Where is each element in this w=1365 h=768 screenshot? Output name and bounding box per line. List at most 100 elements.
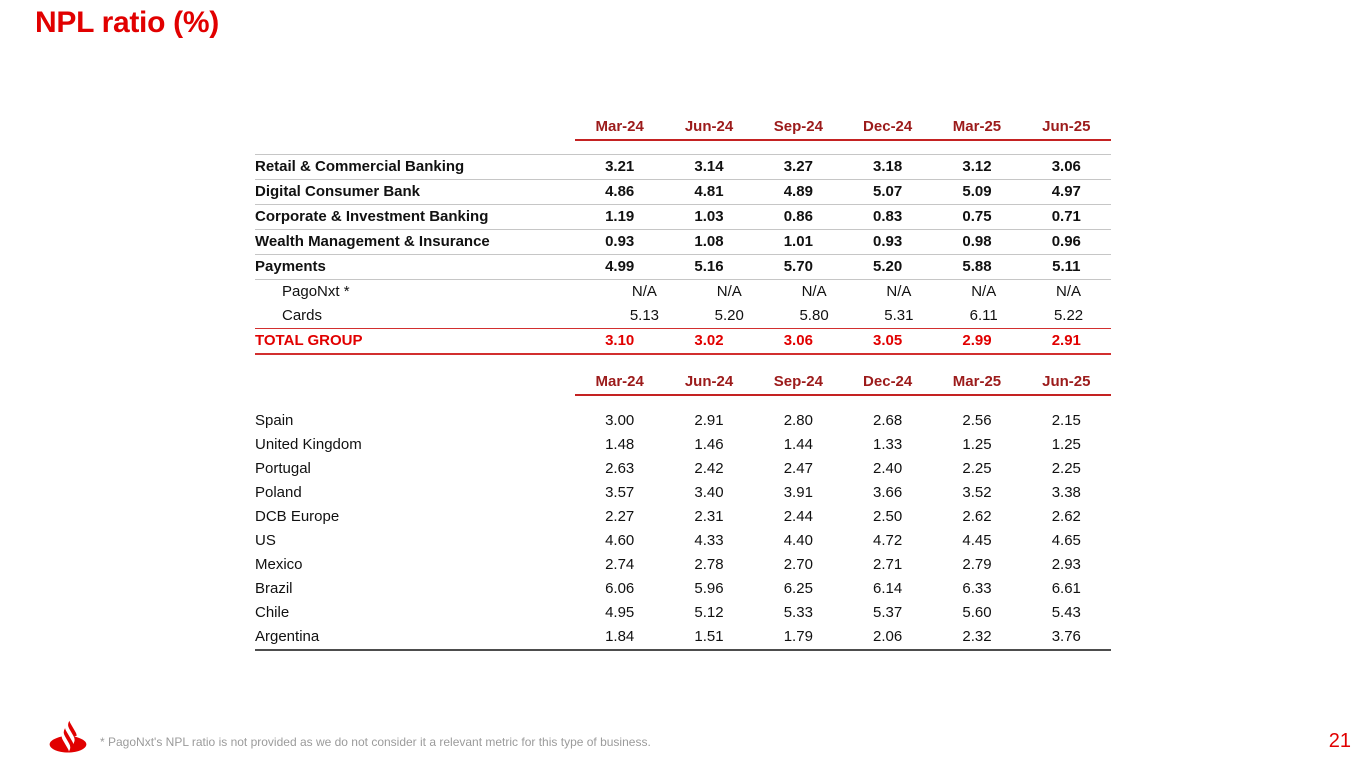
cell-value: 2.99 (962, 332, 992, 349)
footnote: * PagoNxt's NPL ratio is not provided as… (100, 735, 651, 749)
cell-value: 2.50 (873, 508, 903, 525)
table-row: Chile 4.95 5.12 5.33 5.37 5.60 5.43 (255, 601, 1111, 625)
table-header-columns: Mar-24 Jun-24 Sep-24 Dec-24 Mar-25 Jun-25 (575, 372, 1111, 396)
row-label: Chile (255, 604, 290, 621)
cell-value: N/A (716, 283, 742, 300)
cell-value: 4.99 (605, 258, 635, 275)
cell-value: 2.06 (873, 628, 903, 645)
column-header: Mar-24 (595, 373, 644, 390)
table-row: United Kingdom 1.48 1.46 1.44 1.33 1.25 1.25 (255, 433, 1111, 457)
row-label: Digital Consumer Bank (255, 183, 421, 200)
column-header: Sep-24 (773, 118, 823, 135)
cell-value: N/A (1056, 283, 1082, 300)
cell-value: 4.45 (962, 532, 992, 549)
cell-value: 5.96 (694, 580, 724, 597)
cell-value: 2.27 (605, 508, 635, 525)
table-row: Retail & Commercial Banking 3.21 3.14 3.27 3… (255, 154, 1111, 179)
cell-value: 4.89 (783, 183, 813, 200)
cell-value: 1.25 (1051, 436, 1081, 453)
cell-value: 2.44 (783, 508, 813, 525)
cell-value: 4.40 (783, 532, 813, 549)
cell-value: 1.03 (694, 208, 724, 225)
cell-value: 3.06 (783, 332, 813, 349)
cell-value: 2.91 (1051, 332, 1081, 349)
cell-value: 1.01 (783, 233, 813, 250)
cell-value: 5.31 (884, 307, 914, 324)
cell-value: 1.51 (694, 628, 724, 645)
table-header-row: Mar-24 Jun-24 Sep-24 Dec-24 Mar-25 Jun-25 (255, 372, 1111, 396)
cell-value: 3.10 (605, 332, 635, 349)
cell-value: 2.62 (1051, 508, 1081, 525)
row-label: Spain (255, 412, 294, 429)
table-row: Spain 3.00 2.91 2.80 2.68 2.56 2.15 (255, 409, 1111, 433)
cell-value: 1.46 (694, 436, 724, 453)
table-row: Payments 4.99 5.16 5.70 5.20 5.88 5.11 (255, 254, 1111, 279)
cell-value: 2.62 (962, 508, 992, 525)
row-label: Mexico (255, 556, 303, 573)
page-number: 21 (1328, 730, 1351, 752)
cell-value: 4.60 (605, 532, 635, 549)
column-header: Jun-24 (684, 373, 734, 390)
cell-value: 2.56 (962, 412, 992, 429)
table-header-columns: Mar-24 Jun-24 Sep-24 Dec-24 Mar-25 Jun-25 (575, 117, 1111, 141)
cell-value: 2.31 (694, 508, 724, 525)
cell-value: 5.80 (799, 307, 829, 324)
cell-value: 0.98 (962, 233, 992, 250)
table-row: TOTAL GROUP 3.10 3.02 3.06 3.05 2.99 2.91 (255, 328, 1111, 355)
cell-value: 0.71 (1051, 208, 1081, 225)
table-row: US 4.60 4.33 4.40 4.72 4.45 4.65 (255, 529, 1111, 553)
cell-value: 5.11 (1052, 258, 1081, 275)
cell-value: 0.93 (605, 233, 635, 250)
table-header-spacer (255, 117, 575, 141)
cell-value: 3.00 (605, 412, 635, 429)
table-row: Digital Consumer Bank 4.86 4.81 4.89 5.07 5.0… (255, 179, 1111, 204)
table-body: Retail & Commercial Banking 3.21 3.14 3.27 3… (255, 154, 1111, 355)
cell-value: 3.05 (873, 332, 903, 349)
cell-value: 1.33 (873, 436, 903, 453)
cell-value: 4.97 (1051, 183, 1081, 200)
cell-value: 2.68 (873, 412, 903, 429)
cell-value: 2.71 (873, 556, 903, 573)
cell-value: 6.33 (962, 580, 992, 597)
cell-value: 5.13 (629, 307, 660, 324)
row-label: PagoNxt * (282, 283, 350, 300)
cell-value: 0.86 (783, 208, 813, 225)
cell-value: 0.75 (962, 208, 992, 225)
cell-value: 1.19 (605, 208, 635, 225)
table-row: DCB Europe 2.27 2.31 2.44 2.50 2.62 2.62 (255, 505, 1111, 529)
cell-value: 5.60 (962, 604, 992, 621)
cell-value: 6.11 (969, 307, 998, 324)
cell-value: 6.25 (783, 580, 813, 597)
cell-value: 2.40 (873, 460, 903, 477)
cell-value: 3.38 (1051, 484, 1081, 501)
cell-value: 4.95 (605, 604, 635, 621)
cell-value: 2.70 (783, 556, 813, 573)
row-label: Wealth Management & Insurance (255, 233, 490, 250)
cell-value: 3.66 (873, 484, 903, 501)
row-label: TOTAL GROUP (255, 332, 363, 349)
cell-value: 2.78 (694, 556, 724, 573)
cell-value: 2.25 (962, 460, 992, 477)
table-row: Argentina 1.84 1.51 1.79 2.06 2.32 3.76 (255, 625, 1111, 649)
cell-value: 3.06 (1051, 158, 1081, 175)
cell-value: 1.48 (605, 436, 635, 453)
cell-value: 3.14 (694, 158, 724, 175)
table-row: Poland 3.57 3.40 3.91 3.66 3.52 3.38 (255, 481, 1111, 505)
cell-value: 3.02 (694, 332, 724, 349)
cell-value: 4.86 (605, 183, 635, 200)
cell-value: 3.57 (605, 484, 635, 501)
cell-value: 5.88 (962, 258, 992, 275)
table-row: Wealth Management & Insurance 0.93 1.08 1.0… (255, 229, 1111, 254)
cell-value: 3.21 (605, 158, 635, 175)
table-row: Brazil 6.06 5.96 6.25 6.14 6.33 6.61 (255, 577, 1111, 601)
column-header: Dec-24 (863, 118, 913, 135)
row-label: Corporate & Investment Banking (255, 208, 489, 225)
table-row: PagoNxt * N/A N/A N/A N/A N/A N/A (255, 279, 1111, 304)
row-label: US (255, 532, 276, 549)
cell-value: 4.33 (694, 532, 724, 549)
cell-value: 0.96 (1051, 233, 1081, 250)
cell-value: 3.91 (783, 484, 813, 501)
cell-value: 5.20 (873, 258, 903, 275)
row-label: Retail & Commercial Banking (255, 158, 465, 175)
